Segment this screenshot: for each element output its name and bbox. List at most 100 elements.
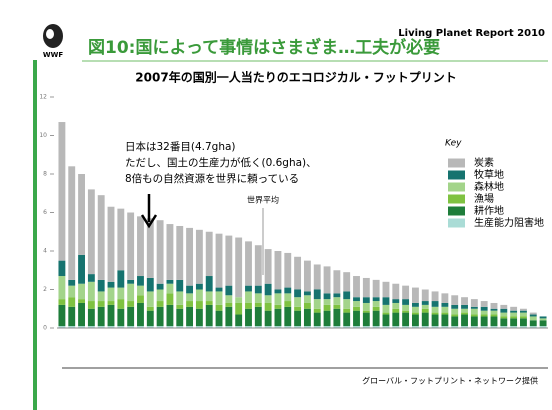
bar-segment xyxy=(313,299,321,309)
bar-segment xyxy=(137,276,144,286)
bar-segment xyxy=(480,326,488,328)
bar-segment xyxy=(68,285,76,298)
arrow xyxy=(140,194,158,229)
bar-segment xyxy=(500,304,508,309)
bar-segment xyxy=(78,302,85,327)
bar-segment xyxy=(441,312,449,315)
bar-segment xyxy=(166,304,174,327)
bar-segment xyxy=(205,276,213,292)
bar-segment xyxy=(176,279,184,292)
bar-segment xyxy=(166,293,174,305)
bar-segment xyxy=(156,301,164,307)
legend-swatch xyxy=(448,218,465,228)
bar-segment xyxy=(87,274,95,282)
bar-segment xyxy=(333,308,341,327)
bar-segment xyxy=(195,229,203,284)
bar-segment xyxy=(107,287,115,302)
bar-segment xyxy=(529,316,537,321)
bar-segment xyxy=(284,293,292,302)
bar-segment xyxy=(362,277,370,298)
bar-segment xyxy=(353,306,360,311)
bar-segment xyxy=(205,301,213,305)
bar-segment xyxy=(205,304,213,327)
bar-segment xyxy=(78,254,85,284)
bar-segment xyxy=(539,316,547,319)
bar-segment xyxy=(323,266,331,294)
bar-segment xyxy=(333,270,341,294)
bar-segment xyxy=(205,291,213,302)
bar-segment xyxy=(137,302,144,327)
legend-swatch xyxy=(448,182,465,192)
bar-segment xyxy=(490,326,498,328)
bar-segment xyxy=(215,291,223,305)
y-tick-label: 2 xyxy=(43,286,47,293)
bar-segment xyxy=(264,295,272,303)
bar-segment xyxy=(245,326,252,328)
bar-segment xyxy=(421,326,429,328)
bar-segment xyxy=(411,312,419,315)
bar-segment xyxy=(343,326,351,328)
bar-segment xyxy=(107,304,115,327)
bar-segment xyxy=(480,310,488,315)
bar-segment xyxy=(176,308,184,327)
bar-segment xyxy=(402,310,410,313)
bar-segment xyxy=(107,206,115,282)
bar-segment xyxy=(362,297,370,303)
bar-segment xyxy=(490,316,498,327)
bar-segment xyxy=(500,326,508,328)
bar-segment xyxy=(245,291,252,303)
bar-segment xyxy=(470,306,478,309)
bar-segment xyxy=(274,308,282,327)
bar-segment xyxy=(353,310,360,327)
bar-segment xyxy=(313,308,321,313)
bar-segment xyxy=(372,310,380,327)
bar-segment xyxy=(500,318,508,327)
bar-segment xyxy=(303,260,311,292)
bar-segment xyxy=(264,249,272,284)
bar-segment xyxy=(146,218,154,278)
bar-segment xyxy=(343,291,351,300)
bar-segment xyxy=(303,295,311,303)
bar-segment xyxy=(313,289,321,300)
bar-segment xyxy=(402,326,410,328)
bar-segment xyxy=(411,306,419,313)
bar-segment xyxy=(539,326,547,328)
bar-segment xyxy=(97,326,105,328)
bar-segment xyxy=(176,291,184,305)
bar-segment xyxy=(58,122,66,261)
bar-segment xyxy=(215,287,223,292)
annotation: 世界平均 xyxy=(247,195,279,205)
bar-segment xyxy=(382,326,390,328)
bar-segment xyxy=(529,314,537,317)
bar-segment xyxy=(392,312,400,327)
bar-segment xyxy=(254,285,262,294)
bar-segment xyxy=(451,326,459,328)
bar-segment xyxy=(421,308,429,313)
bar-segment xyxy=(333,326,341,328)
bar-segment xyxy=(490,314,498,317)
bar-segment xyxy=(372,297,380,302)
bar-segment xyxy=(274,293,282,305)
bar-segment xyxy=(264,326,272,328)
bar-segment xyxy=(58,260,66,277)
bar-segment xyxy=(529,320,537,327)
bar-segment xyxy=(480,314,488,317)
bar-segment xyxy=(186,285,194,294)
bar-segment xyxy=(127,283,135,302)
bar-segment xyxy=(156,283,164,290)
bar-segment xyxy=(186,306,194,327)
y-tick-label: 4 xyxy=(43,248,47,255)
bar-segment xyxy=(303,326,311,328)
bar-segment xyxy=(294,297,302,307)
bar-segment xyxy=(186,293,194,302)
bar-segment xyxy=(146,291,154,307)
bar-segment xyxy=(431,306,439,313)
bar-segment xyxy=(510,318,518,327)
bar-segment xyxy=(382,314,390,327)
bar-segment xyxy=(176,304,184,309)
bar-segment xyxy=(294,306,302,311)
bar-segment xyxy=(97,301,105,307)
bar-segment xyxy=(195,326,203,328)
bar-segment xyxy=(470,326,478,328)
bar-segment xyxy=(461,312,468,315)
